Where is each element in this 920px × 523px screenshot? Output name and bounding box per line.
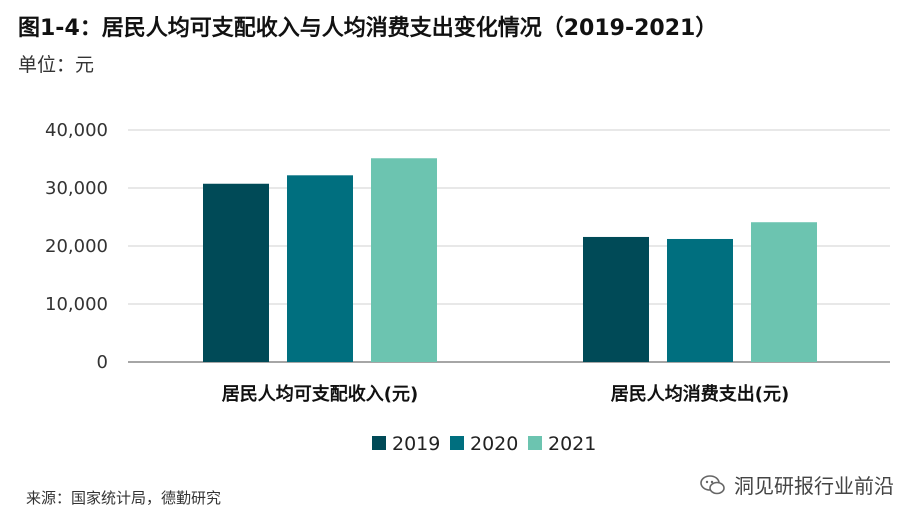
watermark-text: 洞见研报行业前沿 bbox=[734, 474, 894, 498]
y-tick-label: 10,000 bbox=[45, 294, 108, 315]
legend-label: 2019 bbox=[392, 433, 440, 455]
watermark: 洞见研报行业前沿 bbox=[700, 470, 894, 499]
bar-2020 bbox=[667, 238, 733, 362]
y-tick-label: 40,000 bbox=[45, 120, 108, 141]
y-tick-label: 20,000 bbox=[45, 236, 108, 257]
chart-title: 图1-4：居民人均可支配收入与人均消费支出变化情况（2019-2021） bbox=[18, 16, 718, 41]
category-label: 居民人均可支配收入(元) bbox=[222, 383, 418, 405]
y-tick-label: 0 bbox=[97, 352, 108, 373]
bar-2019 bbox=[203, 183, 269, 362]
bar-2021 bbox=[751, 222, 817, 362]
legend-swatch bbox=[372, 436, 386, 450]
legend-label: 2020 bbox=[470, 433, 518, 455]
source-note: 来源：国家统计局，德勤研究 bbox=[26, 489, 222, 507]
category-labels: 居民人均可支配收入(元) 居民人均消费支出(元) bbox=[222, 383, 789, 405]
bar-2019 bbox=[583, 236, 649, 362]
unit-label: 单位：元 bbox=[18, 54, 95, 76]
legend-swatch bbox=[528, 436, 542, 450]
legend: 2019 2020 2021 bbox=[372, 433, 596, 455]
bar-2020 bbox=[287, 175, 353, 362]
category-label: 居民人均消费支出(元) bbox=[611, 383, 789, 405]
y-tick-label: 30,000 bbox=[45, 178, 108, 199]
wechat-icon bbox=[700, 474, 725, 494]
bars bbox=[203, 158, 817, 362]
bar-2021 bbox=[371, 158, 437, 362]
legend-swatch bbox=[450, 436, 464, 450]
legend-label: 2021 bbox=[548, 433, 596, 455]
y-axis-ticks: 0 10,000 20,000 30,000 40,000 bbox=[45, 120, 108, 373]
